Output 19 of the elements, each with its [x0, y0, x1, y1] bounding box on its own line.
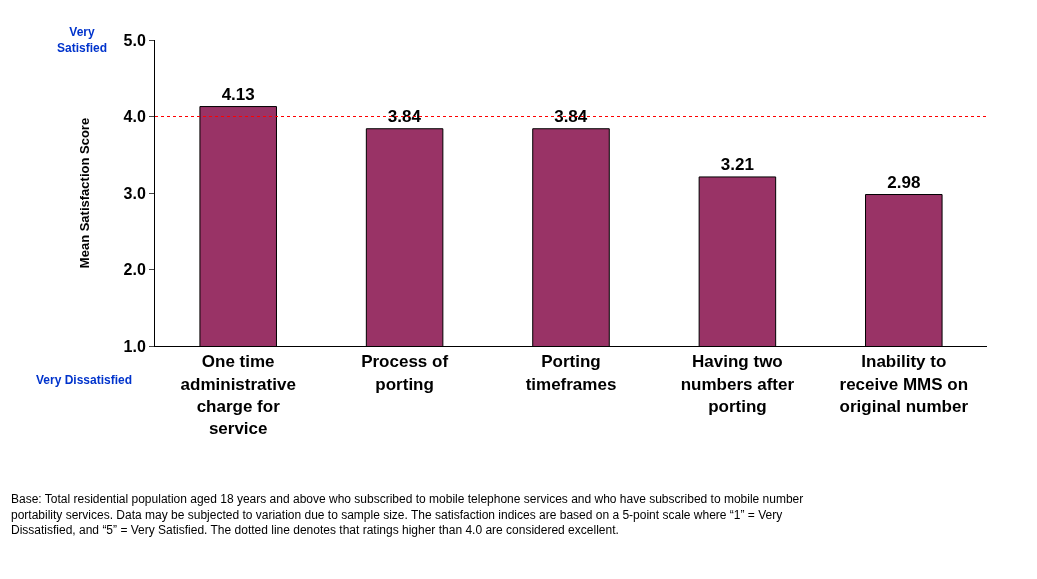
x-tick-label: Porting timeframes — [525, 352, 617, 394]
data-label: 2.98 — [887, 172, 921, 192]
text: Very Dissatisfied — [36, 373, 133, 387]
y-tick-label: 2.0 — [123, 261, 146, 279]
y-tick-label: 1.0 — [123, 337, 146, 355]
data-label: 3.84 — [554, 106, 588, 126]
data-label: 4.13 — [221, 84, 255, 104]
x-tick-label: Process of porting — [361, 352, 449, 394]
data-label: 3.21 — [720, 154, 754, 174]
text: Base: Total residential population aged 18 years and above who subscribed to mobile telephone services and who have subscribed to mobile number portability services. Data may be subjected to variation due to sample size. The satisfaction indices are based on a 5-point scale where “1” = Very Dissatisfied, and “5” = Very Satisfied. The dotted line denotes that ratings higher than 4.0 are considered excellent. — [11, 492, 804, 538]
y-tick-label: 3.0 — [123, 184, 146, 202]
x-tick-label: Having two numbers after porting — [680, 352, 795, 416]
x-tick-label: One time administrative charge for service — [180, 352, 296, 438]
x-tick-label: Inability to receive MMS on original number — [839, 352, 969, 416]
text: Very Satisfied — [57, 25, 108, 55]
y-tick-label: 5.0 — [123, 31, 146, 49]
data-label: 3.84 — [387, 106, 422, 126]
y-tick-label: 4.0 — [123, 108, 146, 126]
y-axis-title: Mean Satisfaction Score — [77, 117, 93, 269]
